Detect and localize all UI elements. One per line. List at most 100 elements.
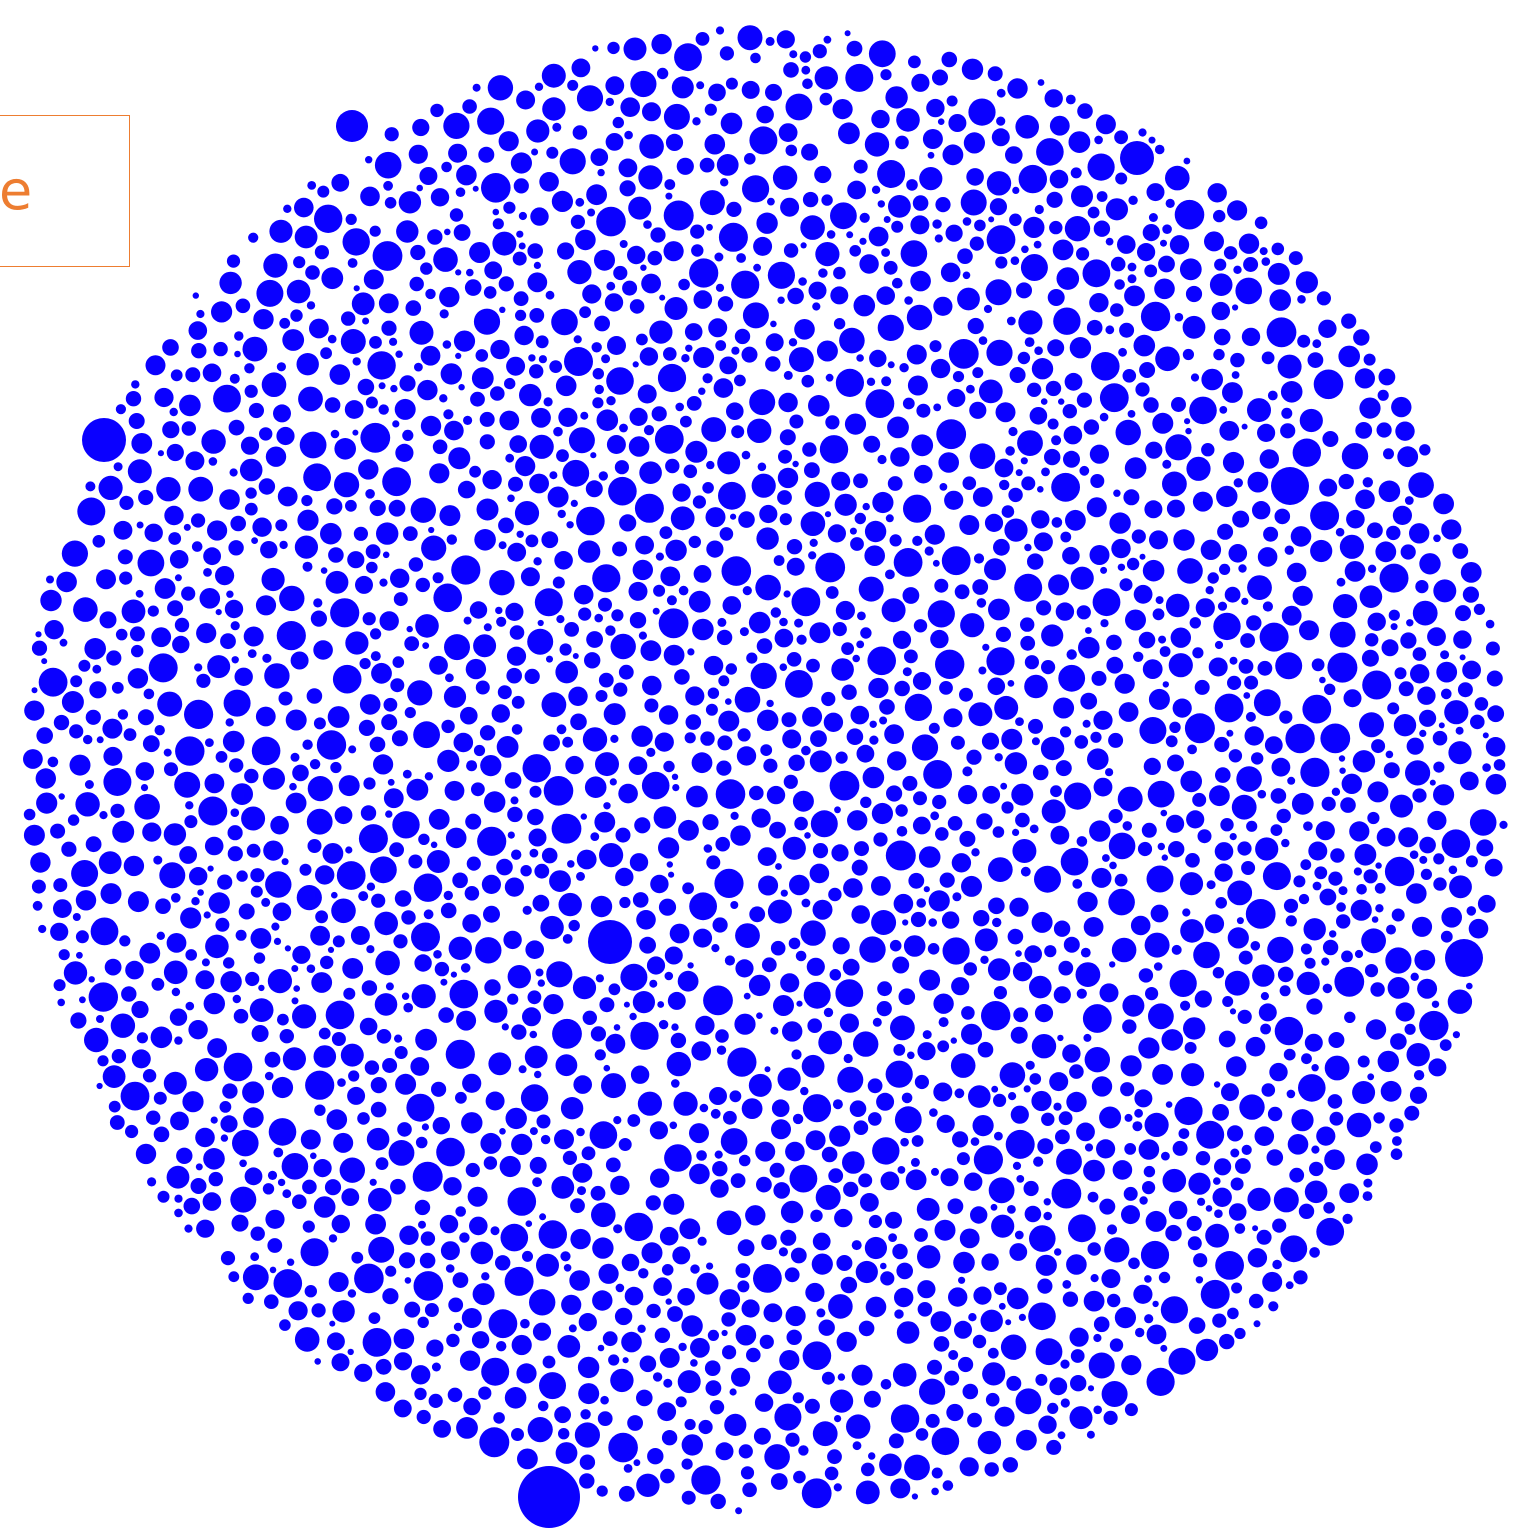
packed-circle — [1149, 530, 1168, 550]
packed-circle — [598, 471, 608, 481]
packed-circle — [785, 93, 813, 121]
packed-circle — [962, 476, 977, 491]
packed-circle — [952, 1131, 969, 1148]
packed-circle — [154, 725, 165, 736]
packed-circle — [1253, 689, 1281, 717]
packed-circle — [1106, 634, 1122, 651]
packed-circle — [631, 725, 653, 747]
packed-circle — [972, 1334, 987, 1349]
packed-circle — [892, 1363, 917, 1387]
packed-circle — [1180, 1000, 1191, 1011]
packed-circle — [1124, 1403, 1138, 1417]
packed-circle — [1359, 712, 1384, 738]
packed-circle — [800, 920, 826, 946]
packed-circle — [412, 118, 430, 137]
packed-circle — [770, 1473, 788, 1490]
packed-circle — [507, 806, 523, 823]
packed-circle — [1093, 710, 1113, 730]
packed-circle — [505, 1107, 527, 1130]
packed-circle — [667, 991, 686, 1010]
packed-circle — [320, 347, 332, 360]
packed-circle — [661, 1264, 674, 1276]
packed-circle — [150, 1026, 173, 1049]
packed-circle — [892, 1243, 908, 1260]
packed-circle — [188, 321, 208, 340]
packed-circle — [785, 1432, 800, 1447]
packed-circle — [967, 1412, 982, 1428]
packed-circle — [164, 505, 184, 526]
packed-circle — [1341, 950, 1353, 963]
packed-circle — [847, 180, 866, 200]
packed-circle — [883, 260, 898, 275]
packed-circle — [663, 103, 690, 130]
packed-circle — [511, 695, 525, 709]
packed-circle — [787, 287, 804, 305]
packed-circle — [1120, 1055, 1142, 1077]
packed-circle — [1230, 1177, 1244, 1191]
packed-circle — [610, 734, 619, 744]
packed-circle — [629, 407, 648, 426]
packed-circle — [456, 1417, 478, 1439]
packed-circle — [708, 83, 726, 102]
packed-circle — [360, 805, 377, 821]
packed-circle — [663, 1193, 685, 1215]
packed-circle — [465, 813, 482, 830]
packed-circle — [441, 161, 452, 173]
packed-circle — [475, 680, 490, 695]
packed-circle — [378, 382, 386, 390]
packed-circle — [619, 896, 631, 909]
packed-circle — [222, 730, 245, 753]
packed-circle — [1444, 700, 1469, 725]
packed-circle — [914, 1074, 930, 1090]
packed-circle — [876, 286, 895, 306]
packed-circle — [718, 481, 746, 510]
packed-circle — [1188, 1172, 1211, 1195]
packed-circle — [612, 541, 628, 557]
packed-circle — [846, 728, 864, 745]
packed-circle — [1015, 469, 1023, 477]
packed-circle — [1087, 153, 1115, 181]
packed-circle — [1252, 501, 1271, 520]
packed-circle — [331, 1214, 350, 1234]
packed-circle — [113, 520, 133, 540]
packed-circle — [1012, 828, 1020, 837]
packed-circle — [404, 636, 420, 651]
packed-circle — [639, 461, 662, 485]
packed-circle — [653, 1277, 672, 1296]
packed-circle — [761, 1234, 777, 1250]
packed-circle — [1135, 382, 1150, 397]
packed-circle — [567, 860, 575, 868]
packed-circle — [1084, 1047, 1111, 1073]
packed-circle — [1339, 534, 1364, 559]
packed-circle — [1296, 971, 1320, 996]
packed-circle — [352, 429, 359, 436]
packed-circle — [415, 577, 430, 593]
packed-circle — [420, 415, 442, 437]
packed-circle — [331, 173, 350, 192]
packed-circle — [1089, 820, 1111, 842]
packed-circle — [529, 1156, 547, 1174]
packed-circle — [618, 664, 634, 680]
packed-circle — [443, 409, 454, 420]
packed-circle — [1213, 1177, 1221, 1185]
packed-circle — [1222, 382, 1243, 403]
packed-circle — [663, 644, 685, 666]
packed-circle — [73, 597, 98, 622]
packed-circle — [1346, 1112, 1372, 1138]
packed-circle — [860, 627, 872, 639]
label-box: e — [0, 115, 130, 267]
packed-circle — [1193, 1253, 1208, 1268]
packed-circle — [837, 1373, 846, 1381]
packed-circle — [368, 1312, 381, 1324]
packed-circle — [853, 294, 876, 317]
packed-circle — [731, 346, 740, 355]
packed-circle — [1307, 352, 1324, 368]
packed-circle — [481, 874, 501, 895]
packed-circle — [966, 384, 975, 394]
packed-circle — [532, 1177, 542, 1188]
packed-circle — [892, 277, 903, 289]
packed-circle — [1007, 1205, 1016, 1214]
packed-circle — [364, 1060, 380, 1075]
packed-circle — [1143, 397, 1159, 413]
packed-circle — [624, 1212, 653, 1242]
